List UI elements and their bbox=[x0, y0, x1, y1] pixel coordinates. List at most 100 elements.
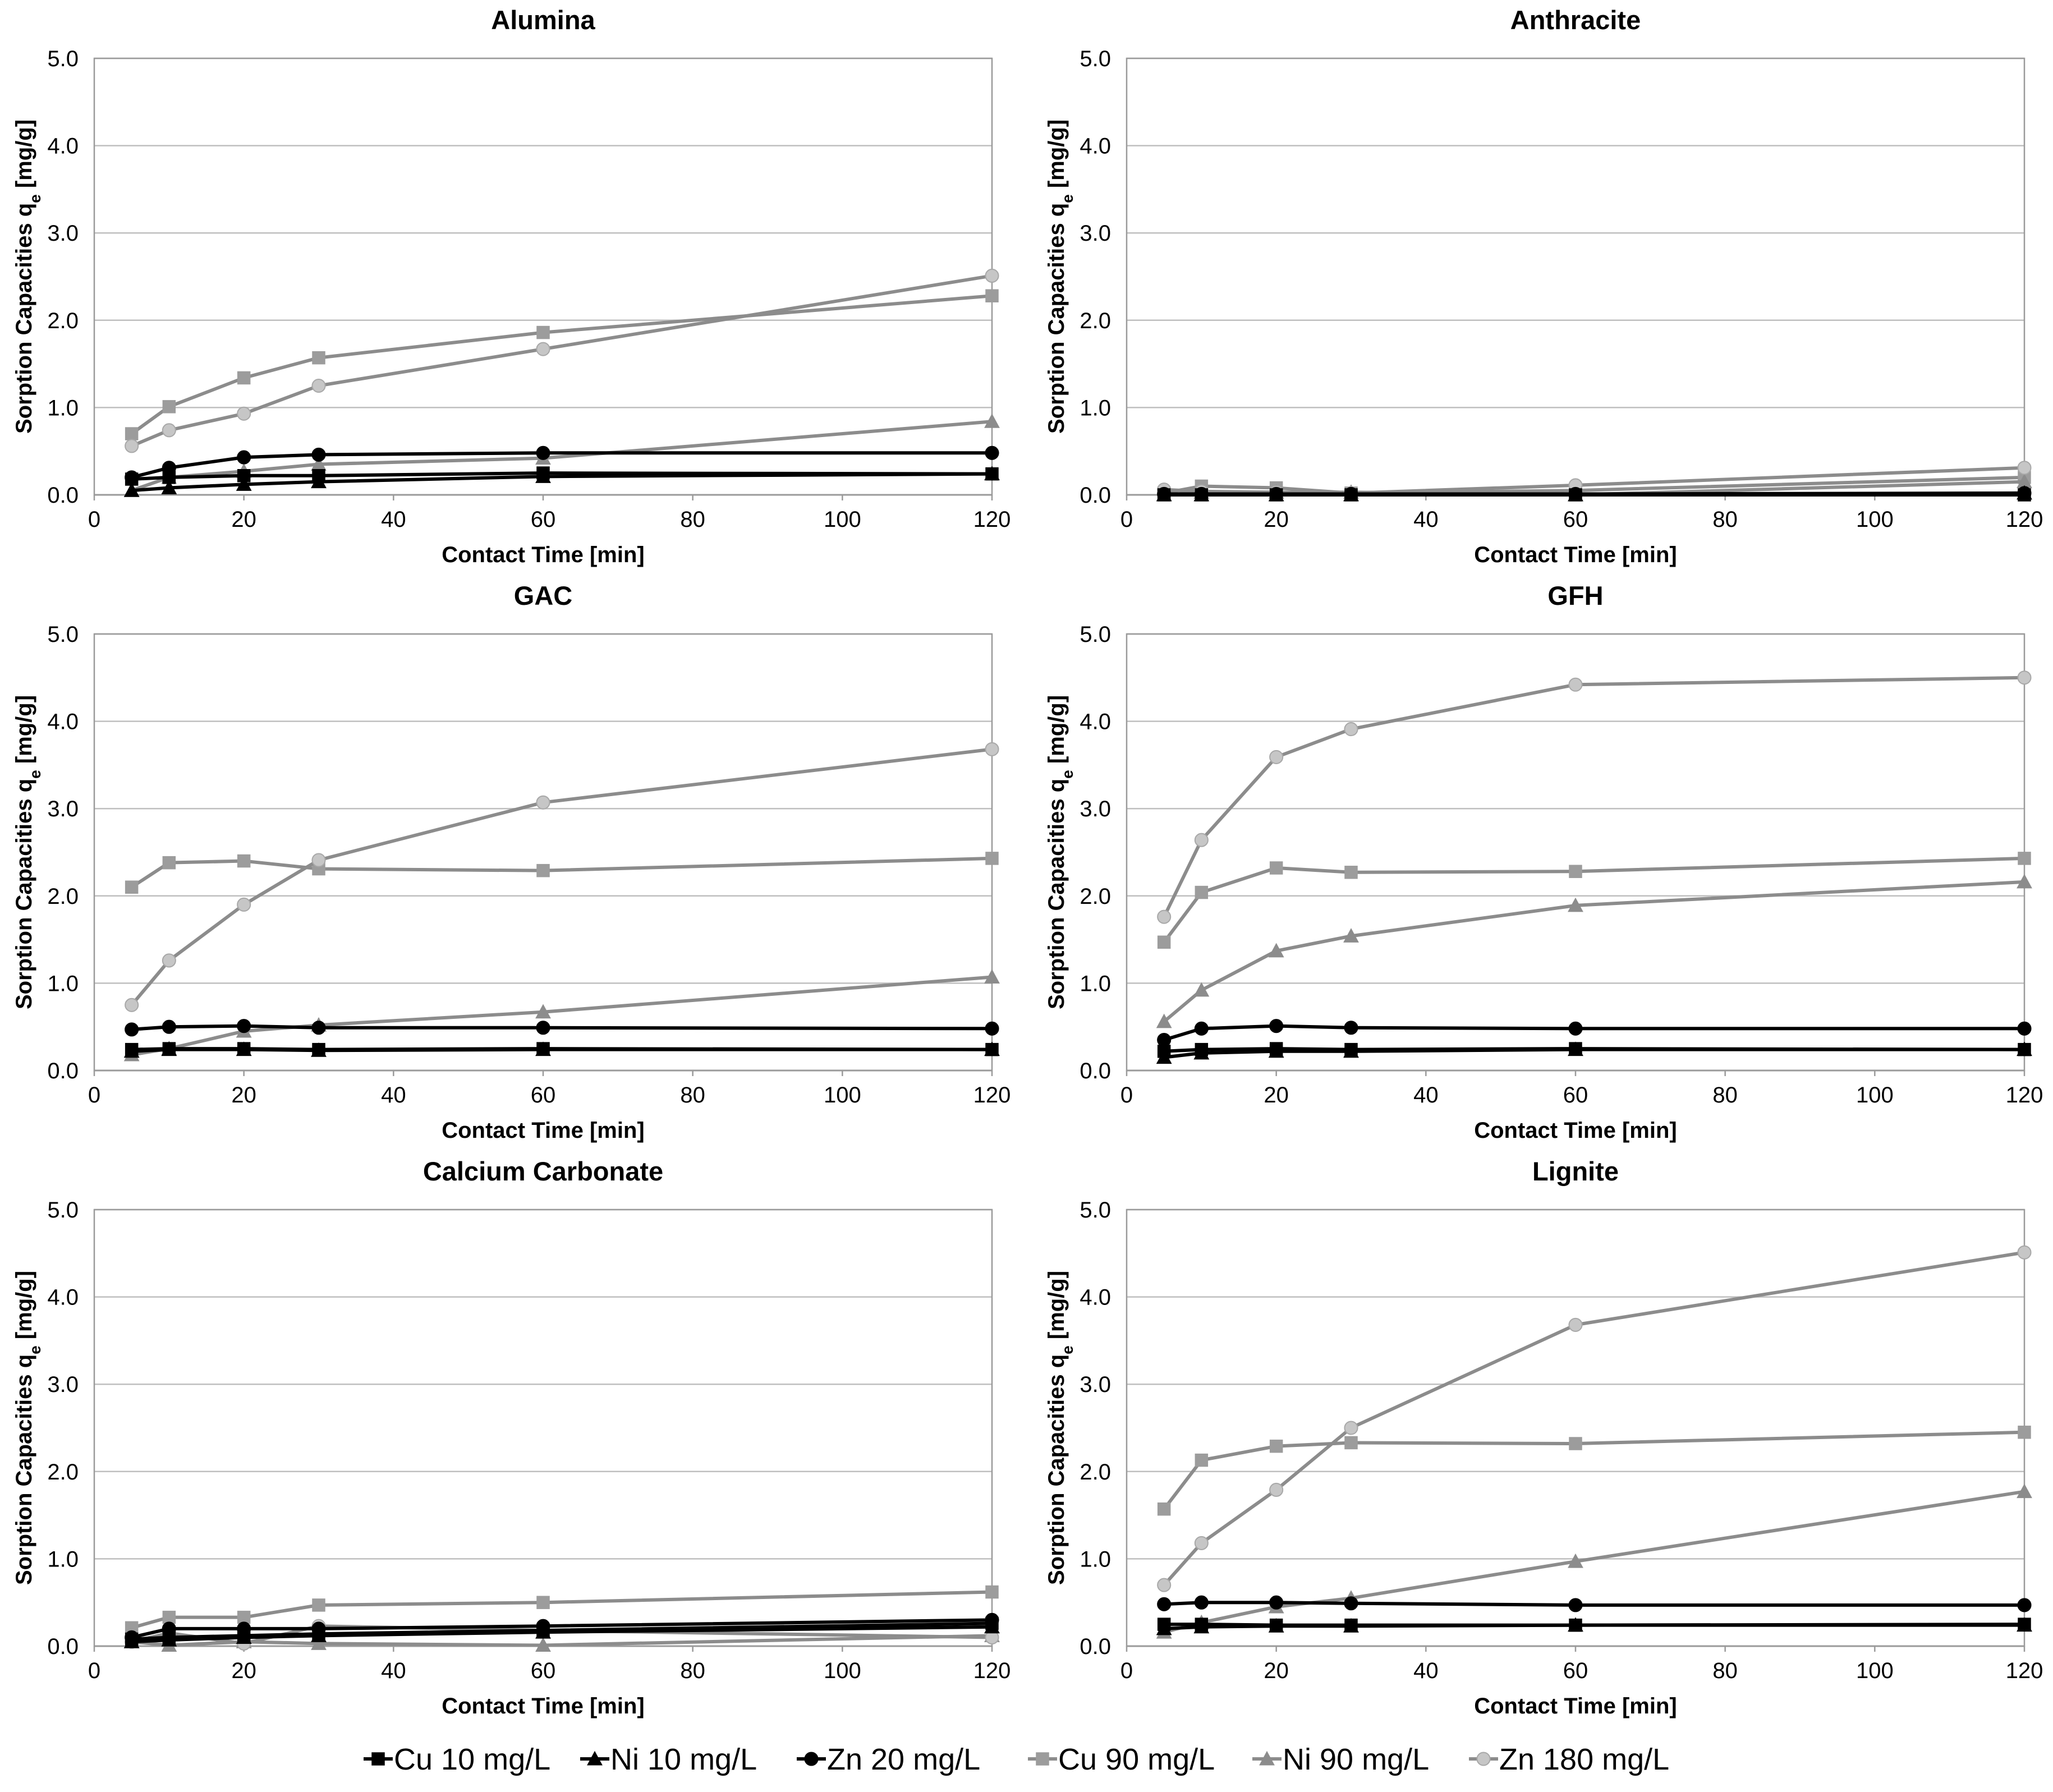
chart-gac: GAC 0.0 1.0 2.0 3.0 4.0 5.0 0 20 40 60 80 100 120 Cont… bbox=[12, 581, 1011, 1143]
data-point bbox=[2018, 1426, 2031, 1439]
chart-title: Calcium Carbonate bbox=[423, 1156, 663, 1186]
data-point bbox=[1568, 1553, 1583, 1568]
data-point bbox=[984, 1041, 1000, 1056]
y-tick-label: 1.0 bbox=[47, 971, 79, 996]
series-line bbox=[131, 472, 993, 493]
chart-gfh: GFH 0.0 1.0 2.0 3.0 4.0 5.0 0 20 40 60 80 100 120 Cont… bbox=[1044, 581, 2043, 1143]
data-point bbox=[1568, 897, 1583, 912]
data-point bbox=[1569, 1437, 1582, 1450]
data-point bbox=[1194, 833, 1209, 847]
y-tick-label: 4.0 bbox=[1080, 1285, 1111, 1310]
y-tick-label: 2.0 bbox=[1080, 884, 1111, 909]
data-point bbox=[1344, 1436, 1358, 1450]
series-cu-90-mg-l bbox=[125, 852, 999, 894]
series-zn-20-mg-l bbox=[125, 1612, 999, 1644]
chart-alumina: Alumina 0.0 1.0 2.0 3.0 4.0 5.0 0 20 40 60 80 100 120… bbox=[12, 5, 1011, 567]
y-tick-label: 2.0 bbox=[1080, 309, 1111, 333]
data-point bbox=[1269, 486, 1284, 501]
x-tick-label: 20 bbox=[231, 1658, 256, 1683]
data-point bbox=[125, 998, 139, 1012]
data-point bbox=[1568, 486, 1583, 501]
legend-item: Ni 10 mg/L bbox=[580, 1743, 757, 1776]
y-tick-label: 4.0 bbox=[47, 1285, 79, 1310]
x-tick-label: 100 bbox=[824, 507, 861, 532]
x-tick-label: 100 bbox=[824, 1658, 861, 1683]
chart-title: Lignite bbox=[1532, 1156, 1619, 1186]
data-point bbox=[1568, 1617, 1583, 1632]
x-tick-label: 80 bbox=[680, 1083, 705, 1108]
data-point bbox=[162, 400, 176, 413]
data-point bbox=[1344, 866, 1358, 879]
data-point bbox=[1344, 1021, 1358, 1035]
series-zn-20-mg-l bbox=[1157, 1595, 2032, 1612]
x-axis-title: Contact Time [min] bbox=[1474, 1118, 1677, 1143]
y-tick-label: 2.0 bbox=[47, 309, 79, 333]
data-point bbox=[1269, 1439, 1283, 1453]
series-ni-10-mg-l bbox=[1156, 1617, 2032, 1635]
y-tick-label: 0.0 bbox=[1080, 1634, 1111, 1659]
series-ni-10-mg-l bbox=[1156, 1041, 2032, 1064]
y-tick-label: 5.0 bbox=[1080, 1198, 1111, 1223]
data-point bbox=[237, 1019, 251, 1033]
data-point bbox=[1343, 1618, 1359, 1633]
y-tick-label: 3.0 bbox=[47, 797, 79, 821]
data-point bbox=[125, 1630, 139, 1644]
data-point bbox=[1568, 1021, 1583, 1036]
data-point bbox=[2017, 874, 2032, 889]
x-tick-label: 20 bbox=[1264, 1658, 1289, 1683]
data-point bbox=[125, 427, 139, 440]
data-point bbox=[1569, 865, 1582, 878]
y-tick-label: 2.0 bbox=[1080, 1460, 1111, 1485]
series-line bbox=[1164, 1623, 2024, 1630]
y-tick-label: 1.0 bbox=[47, 396, 79, 420]
data-point bbox=[1157, 1578, 1172, 1592]
data-point bbox=[161, 480, 177, 495]
data-point bbox=[311, 1021, 326, 1035]
series-cu-90-mg-l bbox=[125, 1585, 999, 1635]
data-point bbox=[123, 482, 140, 497]
series-line bbox=[131, 975, 993, 1056]
data-point bbox=[1269, 861, 1283, 875]
x-tick-label: 40 bbox=[381, 1658, 406, 1683]
y-tick-label: 1.0 bbox=[1080, 1547, 1111, 1572]
x-tick-label: 120 bbox=[973, 1658, 1011, 1683]
data-point bbox=[1194, 1536, 1209, 1550]
y-tick-label: 4.0 bbox=[47, 134, 79, 159]
data-point bbox=[985, 1021, 999, 1036]
x-tick-label: 80 bbox=[680, 1658, 705, 1683]
data-point bbox=[1568, 1317, 1583, 1332]
y-axis-title: Sorption Capacities qe [mg/g] bbox=[1044, 120, 1076, 434]
x-tick-label: 80 bbox=[680, 507, 705, 532]
legend-label: Zn 20 mg/L bbox=[827, 1743, 980, 1776]
x-tick-label: 0 bbox=[1120, 1658, 1133, 1683]
data-point bbox=[535, 1637, 551, 1652]
x-tick-label: 0 bbox=[88, 1083, 100, 1108]
x-tick-label: 40 bbox=[381, 1083, 406, 1108]
x-tick-label: 20 bbox=[231, 1083, 256, 1108]
series-line bbox=[131, 1625, 993, 1644]
data-point bbox=[237, 897, 251, 912]
series-line bbox=[1163, 1490, 2025, 1634]
data-point bbox=[1268, 943, 1284, 958]
y-tick-label: 5.0 bbox=[1080, 622, 1111, 647]
legend-item: Cu 90 mg/L bbox=[1028, 1743, 1215, 1776]
x-tick-label: 0 bbox=[1120, 1083, 1133, 1108]
chart-title: GAC bbox=[514, 581, 572, 610]
y-axis-title: Sorption Capacities qe [mg/g] bbox=[12, 120, 44, 434]
data-point bbox=[536, 1619, 550, 1633]
x-tick-label: 60 bbox=[1563, 1083, 1588, 1108]
data-point bbox=[535, 468, 551, 483]
y-tick-label: 5.0 bbox=[1080, 47, 1111, 71]
series-line bbox=[1163, 1024, 2024, 1042]
y-tick-label: 1.0 bbox=[1080, 971, 1111, 996]
legend-marker bbox=[1259, 1750, 1275, 1766]
legend-item: Cu 10 mg/L bbox=[364, 1743, 550, 1776]
data-point bbox=[125, 1022, 139, 1037]
data-point bbox=[984, 969, 1000, 984]
chart-anthracite: Anthracite 0.0 1.0 2.0 3.0 4.0 5.0 0 20 40 60 80 100… bbox=[1044, 5, 2043, 567]
series-line bbox=[1163, 856, 2025, 944]
x-axis-title: Contact Time [min] bbox=[1474, 543, 1677, 567]
legend-marker bbox=[1036, 1752, 1049, 1766]
data-point bbox=[1156, 1620, 1172, 1635]
data-point bbox=[2017, 1021, 2032, 1036]
